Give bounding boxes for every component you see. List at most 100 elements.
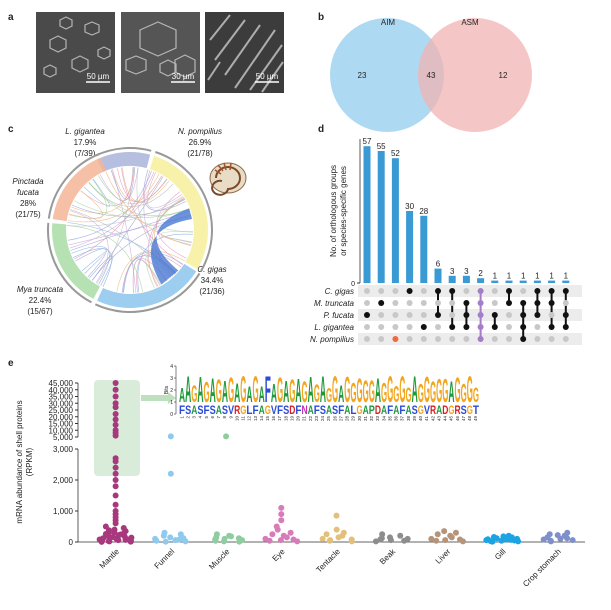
matrix-dot	[435, 288, 441, 294]
data-point	[278, 511, 285, 518]
sem-image	[36, 12, 115, 93]
matrix-dot	[491, 324, 498, 330]
data-point	[112, 386, 119, 393]
data-point	[335, 534, 342, 541]
logo-letter: A	[222, 374, 228, 409]
logo-letter: G	[467, 368, 473, 410]
logo-letter: G	[289, 374, 295, 411]
matrix-dot	[520, 336, 527, 342]
data-point	[167, 433, 174, 440]
circos-ring	[94, 272, 201, 313]
matrix-dot	[534, 336, 541, 342]
matrix-dot	[534, 312, 541, 318]
circos-chord	[88, 182, 190, 216]
logo-letter: F	[399, 404, 405, 417]
data-point	[112, 483, 119, 490]
row-label: M. truncata	[314, 299, 355, 308]
logo-letter: G	[350, 378, 356, 409]
matrix-dot	[378, 300, 385, 306]
circos-chord	[117, 168, 168, 203]
matrix-dot	[378, 312, 385, 318]
circos-chord	[132, 259, 162, 293]
species-frac: (21/36)	[199, 287, 225, 296]
matrix-dot	[420, 324, 427, 330]
circos-chord	[136, 252, 182, 293]
logo-letter: V	[228, 404, 235, 417]
data-point	[112, 421, 119, 428]
circos-chord	[156, 191, 187, 259]
logo-letter: S	[320, 404, 326, 417]
data-point	[112, 432, 119, 439]
circos-chord	[160, 235, 192, 243]
bar	[406, 211, 414, 283]
species-name: Pinctada	[12, 177, 44, 186]
y-tick-label: 25,000	[49, 406, 74, 415]
logo-position: 17	[277, 416, 282, 422]
data-point	[112, 380, 119, 386]
logo-position: 45	[449, 416, 454, 422]
logo-letter: G	[436, 374, 442, 411]
matrix-dot	[548, 336, 555, 342]
matrix-dot	[534, 300, 541, 306]
logo-position: 37	[400, 416, 405, 422]
circos-plot	[47, 147, 213, 313]
scale-bar-label: 50 µm	[87, 72, 110, 81]
data-point	[569, 537, 576, 544]
panel-label: c	[8, 124, 14, 135]
bar-label: 2	[478, 269, 483, 278]
species-pct: 34.4%	[201, 276, 224, 285]
circos-chord	[71, 246, 110, 285]
logo-position: 6	[210, 416, 215, 419]
data-point	[547, 538, 554, 545]
data-point	[278, 517, 285, 524]
logo-letter: G	[203, 377, 209, 409]
logo-position: 13	[253, 416, 258, 422]
logo-letter: F	[265, 368, 271, 410]
matrix-dot	[520, 300, 527, 306]
data-point	[172, 537, 179, 544]
logo-letter: D	[442, 404, 448, 417]
matrix-dot	[449, 324, 456, 330]
x-tick-label: Eye	[271, 547, 288, 564]
logo-position: 40	[418, 416, 423, 422]
logo-letter: A	[259, 383, 265, 407]
y-tick-label: 0	[69, 538, 74, 547]
logo-letter: F	[277, 404, 283, 417]
species-pct: 22.4%	[29, 296, 52, 305]
y-axis-label-line: (RPKM)	[25, 447, 34, 476]
logo-letter: A	[191, 404, 197, 417]
matrix-dot	[463, 288, 470, 294]
logo-position: 33	[375, 416, 380, 422]
circos-chord	[89, 255, 114, 286]
circos-chord	[105, 171, 192, 247]
y-axis-label: mRNA abundance of shell proteins(RPKM)	[15, 400, 34, 523]
logo-position: 12	[247, 416, 252, 422]
logo-letter: G	[430, 375, 436, 409]
x-tick-label: Funnel	[153, 547, 177, 571]
venn-circle	[330, 18, 444, 132]
circos-chord	[83, 178, 110, 207]
logo-position: 7	[216, 416, 221, 419]
logo-position: 11	[241, 416, 246, 421]
logo-letter: S	[412, 404, 418, 417]
circos-ring	[47, 153, 100, 219]
matrix-dot	[562, 324, 569, 330]
matrix-dot	[420, 300, 427, 306]
venn-circle	[418, 18, 532, 132]
bar	[491, 280, 499, 283]
logo-position: 2	[185, 416, 190, 419]
bar	[434, 268, 442, 283]
logo-letter: G	[455, 369, 461, 410]
matrix-dot	[562, 336, 569, 342]
row-label: C. gigas	[325, 287, 354, 296]
circos-segment	[52, 223, 100, 299]
logo-position: 3	[192, 416, 197, 419]
species-frac: (7/39)	[75, 149, 96, 158]
x-tick-label: Liver	[434, 547, 453, 566]
matrix-dot	[506, 324, 512, 330]
logo-letter: P	[369, 404, 375, 417]
logo-position: 9	[228, 416, 233, 419]
bar-label: 1	[507, 272, 512, 281]
logo-letter: R	[430, 404, 436, 417]
matrix-dot	[449, 300, 456, 306]
